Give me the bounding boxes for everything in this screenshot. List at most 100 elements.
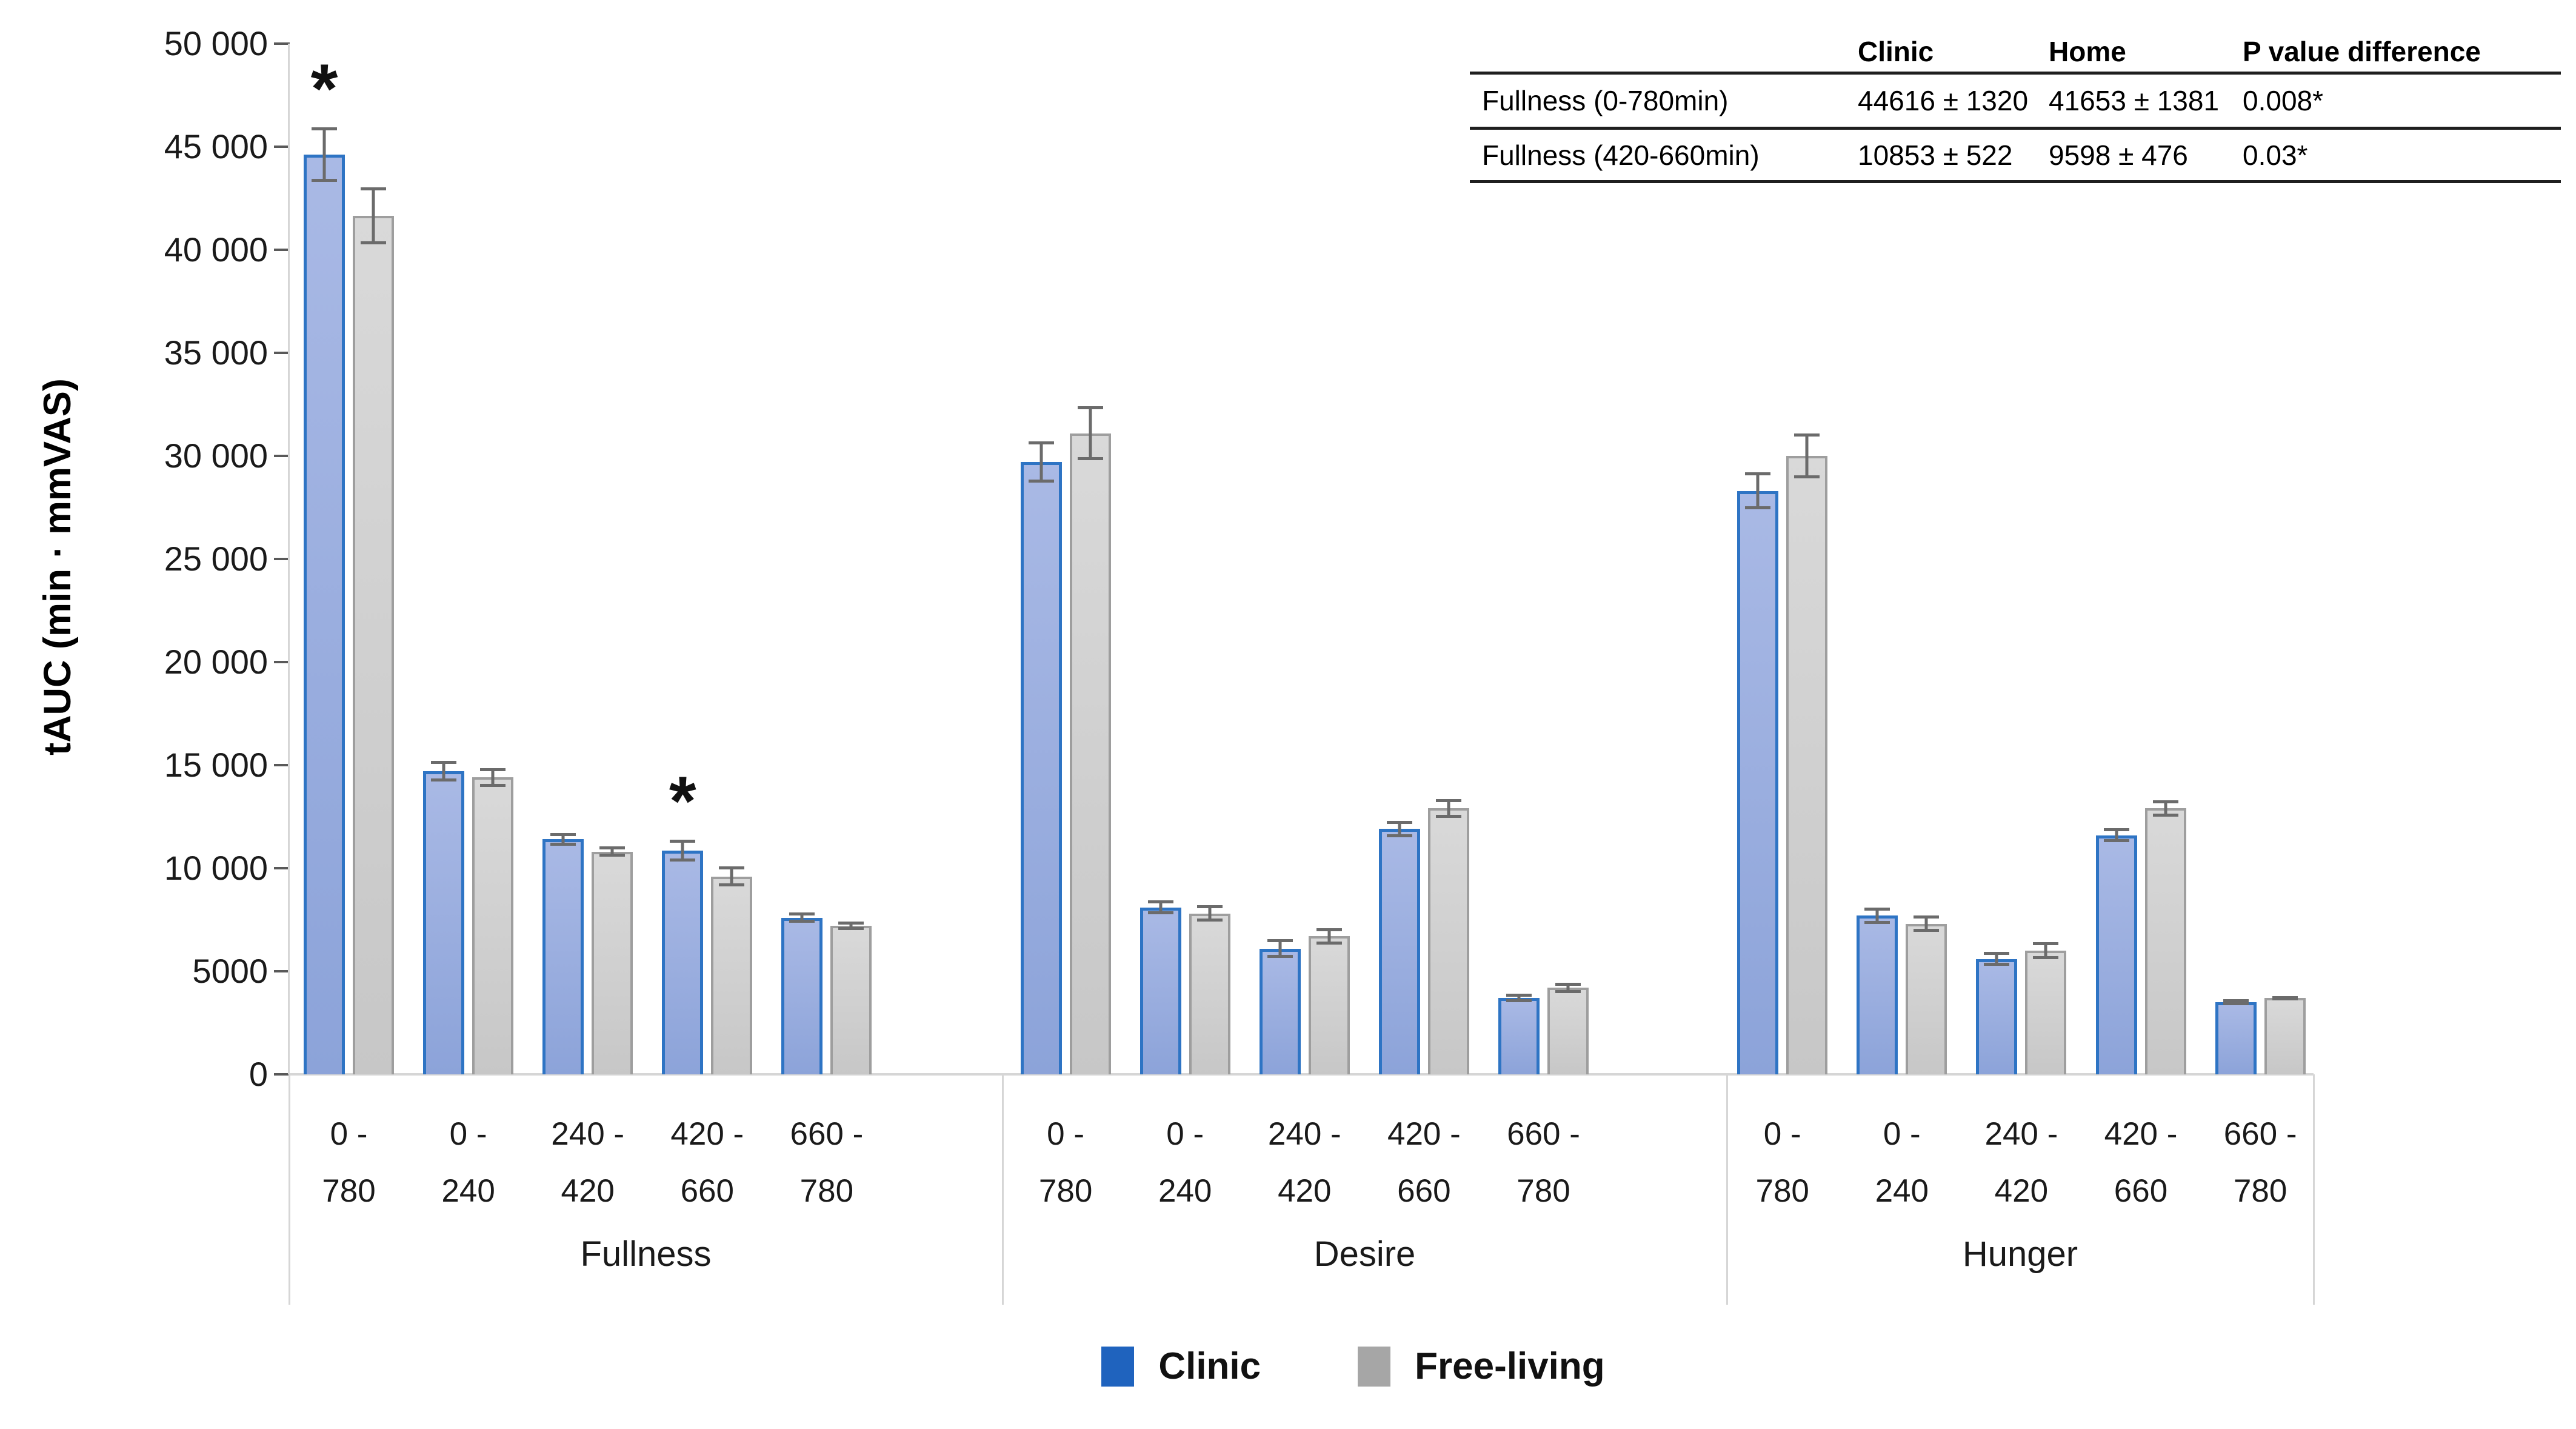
bar-free-living-hunger-660-780 (2264, 998, 2306, 1074)
ytick-mark-45000 (274, 146, 290, 148)
category-label-line: 420 - (670, 1116, 744, 1152)
ytick-mark-20000 (274, 661, 290, 663)
ytick-label-20000: 20 000 (164, 643, 268, 681)
category-label-desire-660-780: 660 - 780 (1471, 1106, 1617, 1220)
error-bar-part (2152, 813, 2178, 817)
category-label-fullness-420-660: 420 - 660 (635, 1106, 780, 1220)
category-label-line: 420 - (2104, 1116, 2178, 1152)
table-row-1-cell-2: 9598 ± 476 (2049, 139, 2188, 171)
error-bar-part (312, 127, 337, 131)
table-row-1-cell-1: 10853 ± 522 (1858, 139, 2013, 171)
error-bar-free-living-desire-0-780 (1077, 406, 1103, 460)
error-bar-clinic-fullness-420-660 (670, 840, 696, 862)
bar-clinic-hunger-660-780 (2215, 1002, 2257, 1074)
error-bar-part (610, 846, 614, 857)
ytick-mark-40000 (274, 249, 290, 251)
bar-free-living-hunger-0-240 (1906, 923, 1947, 1074)
error-bar-part (1914, 915, 1940, 919)
category-label-fullness-240-420: 240 - 420 (515, 1106, 661, 1220)
error-bar-part (1316, 928, 1342, 931)
error-bar-part (1794, 433, 1820, 437)
error-bar-part (550, 833, 576, 837)
error-bar-part (1914, 929, 1940, 932)
ytick-label-30000: 30 000 (164, 437, 268, 475)
error-bar-free-living-desire-240-420 (1316, 928, 1342, 945)
category-label-line: 780 (322, 1173, 376, 1209)
bar-clinic-desire-660-780 (1498, 998, 1540, 1074)
error-bar-part (480, 768, 506, 772)
ytick-mark-10000 (274, 867, 290, 869)
ytick-mark-15000 (274, 764, 290, 766)
error-bar-part (2103, 828, 2129, 831)
legend-swatch-clinic-icon (1101, 1346, 1135, 1387)
bar-clinic-hunger-420-660 (2095, 835, 2137, 1074)
error-bar-part (1506, 994, 1532, 997)
error-bar-free-living-hunger-0-240 (1914, 915, 1940, 932)
group-label-fullness: Fullness (580, 1234, 712, 1274)
error-bar-part (1159, 900, 1163, 915)
legend-swatch-free-living-icon (1358, 1346, 1391, 1387)
bar-free-living-desire-0-780 (1069, 433, 1111, 1074)
category-label-line: 240 (1875, 1173, 1929, 1209)
error-bar-part (1089, 406, 1092, 460)
category-label-line: 780 (1517, 1173, 1570, 1209)
category-label-line: 240 - (1267, 1116, 1341, 1152)
group-label-hunger: Hunger (1962, 1234, 2078, 1274)
error-bar-clinic-fullness-240-420 (550, 833, 576, 846)
error-bar-part (670, 840, 696, 843)
category-band-divider-0 (289, 1074, 290, 1305)
error-bar-part (1447, 799, 1450, 818)
chart-legend: Clinic Free-living (0, 1345, 2576, 1388)
error-bar-clinic-hunger-420-660 (2103, 828, 2129, 843)
error-bar-part (480, 783, 506, 787)
category-label-desire-420-660: 420 - 660 (1351, 1106, 1497, 1220)
category-label-line: 240 (1158, 1173, 1212, 1209)
bar-clinic-fullness-660-780 (781, 917, 823, 1074)
category-label-fullness-0-240: 0 - 240 (396, 1106, 541, 1220)
error-bar-part (1147, 900, 1173, 903)
legend-label-free-living: Free-living (1415, 1345, 1605, 1387)
error-bar-clinic-hunger-660-780 (2223, 999, 2249, 1006)
ytick-label-5000: 5000 (192, 952, 268, 990)
error-bar-part (1028, 480, 1054, 483)
error-bar-part (1435, 799, 1461, 803)
table-header-row-cell-2: Home (2049, 36, 2126, 67)
table-header-row: Clinic Home P value difference (1470, 32, 2561, 75)
error-bar-clinic-fullness-0-780 (312, 127, 337, 182)
table-row-0-cell-2: 41653 ± 1381 (2049, 85, 2220, 116)
error-bar-part (1794, 475, 1820, 479)
ytick-label-35000: 35 000 (164, 333, 268, 372)
error-bar-part (849, 922, 853, 930)
category-label-fullness-660-780: 660 - 780 (754, 1106, 899, 1220)
error-bar-part (1386, 820, 1412, 824)
error-bar-free-living-desire-420-660 (1435, 799, 1461, 818)
y-axis-line (288, 44, 290, 1074)
significance-asterisk-1: * (669, 763, 696, 841)
error-bar-part (1566, 982, 1570, 993)
bar-clinic-desire-420-660 (1378, 829, 1420, 1074)
category-label-line: 660 - (2223, 1116, 2297, 1152)
error-bar-part (2234, 999, 2238, 1006)
category-label-hunger-0-780: 0 - 780 (1710, 1106, 1855, 1220)
error-bar-free-living-hunger-0-780 (1794, 433, 1820, 479)
error-bar-part (2272, 997, 2298, 1000)
category-label-line: 0 - (1883, 1116, 1921, 1152)
ytick-label-15000: 15 000 (164, 746, 268, 784)
error-bar-part (1147, 911, 1173, 915)
error-bar-part (550, 842, 576, 846)
error-bar-free-living-fullness-660-780 (838, 922, 864, 930)
bar-clinic-fullness-240-420 (542, 839, 584, 1074)
category-label-line: 780 (2233, 1173, 2287, 1209)
table-row-0: Fullness (0-780min) 44616 ± 1320 41653 ± 1… (1470, 75, 2561, 130)
ytick-mark-0 (274, 1073, 290, 1076)
table-row-0-cell-1: 44616 ± 1320 (1858, 85, 2029, 116)
error-bar-part (1875, 907, 1879, 924)
category-band-divider-2 (1726, 1074, 1728, 1305)
table-header-row-cell-3: P value difference (2243, 36, 2481, 67)
error-bar-part (1196, 919, 1223, 922)
error-bar-free-living-fullness-0-780 (361, 187, 386, 244)
bar-free-living-desire-660-780 (1547, 988, 1589, 1074)
error-bar-part (1924, 915, 1928, 932)
error-bar-part (2033, 955, 2059, 959)
table-row-1-cell-0: Fullness (420-660min) (1482, 139, 1760, 171)
